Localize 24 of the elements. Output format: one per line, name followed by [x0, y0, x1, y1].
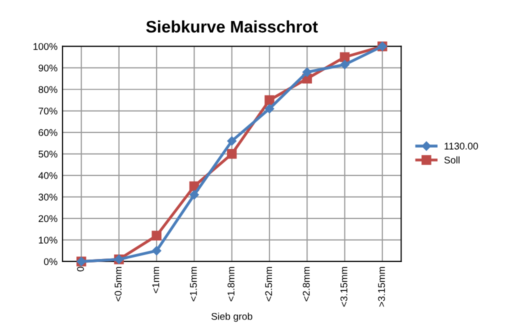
y-tick-label: 90% — [38, 64, 58, 72]
y-tick-label: 10% — [38, 236, 58, 244]
x-tick-label: <0.5mm — [114, 266, 122, 302]
y-tick-label: 60% — [38, 129, 58, 136]
y-tick-label: 0% — [44, 258, 58, 266]
x-tick-label: <2.8mm — [302, 266, 310, 302]
x-tick-label: 0 — [77, 266, 84, 272]
x-axis-title: Sieb grob — [211, 312, 252, 322]
x-tick-label: <2.5mm — [265, 266, 272, 302]
y-tick-label: 50% — [38, 150, 58, 158]
x-tick-label: >3.15mm — [378, 266, 385, 307]
chart-title: Siebkurve Maisschrot — [146, 20, 318, 33]
x-tick-label: <1.5mm — [190, 266, 197, 302]
x-tick-label: <1.8mm — [228, 266, 234, 302]
x-tick-label: <1mm — [152, 266, 160, 294]
y-tick-label: 70% — [38, 108, 58, 115]
legend-label: 1130.00 — [444, 142, 478, 150]
y-tick-label: 40% — [38, 172, 58, 180]
legend-label: Soll — [444, 156, 460, 164]
y-tick-label: 30% — [38, 194, 58, 201]
y-tick-label: 80% — [38, 86, 58, 93]
y-tick-label: 20% — [38, 215, 58, 222]
x-tick-label: <3.15mm — [340, 266, 348, 307]
y-tick-label: 100% — [34, 43, 58, 50]
